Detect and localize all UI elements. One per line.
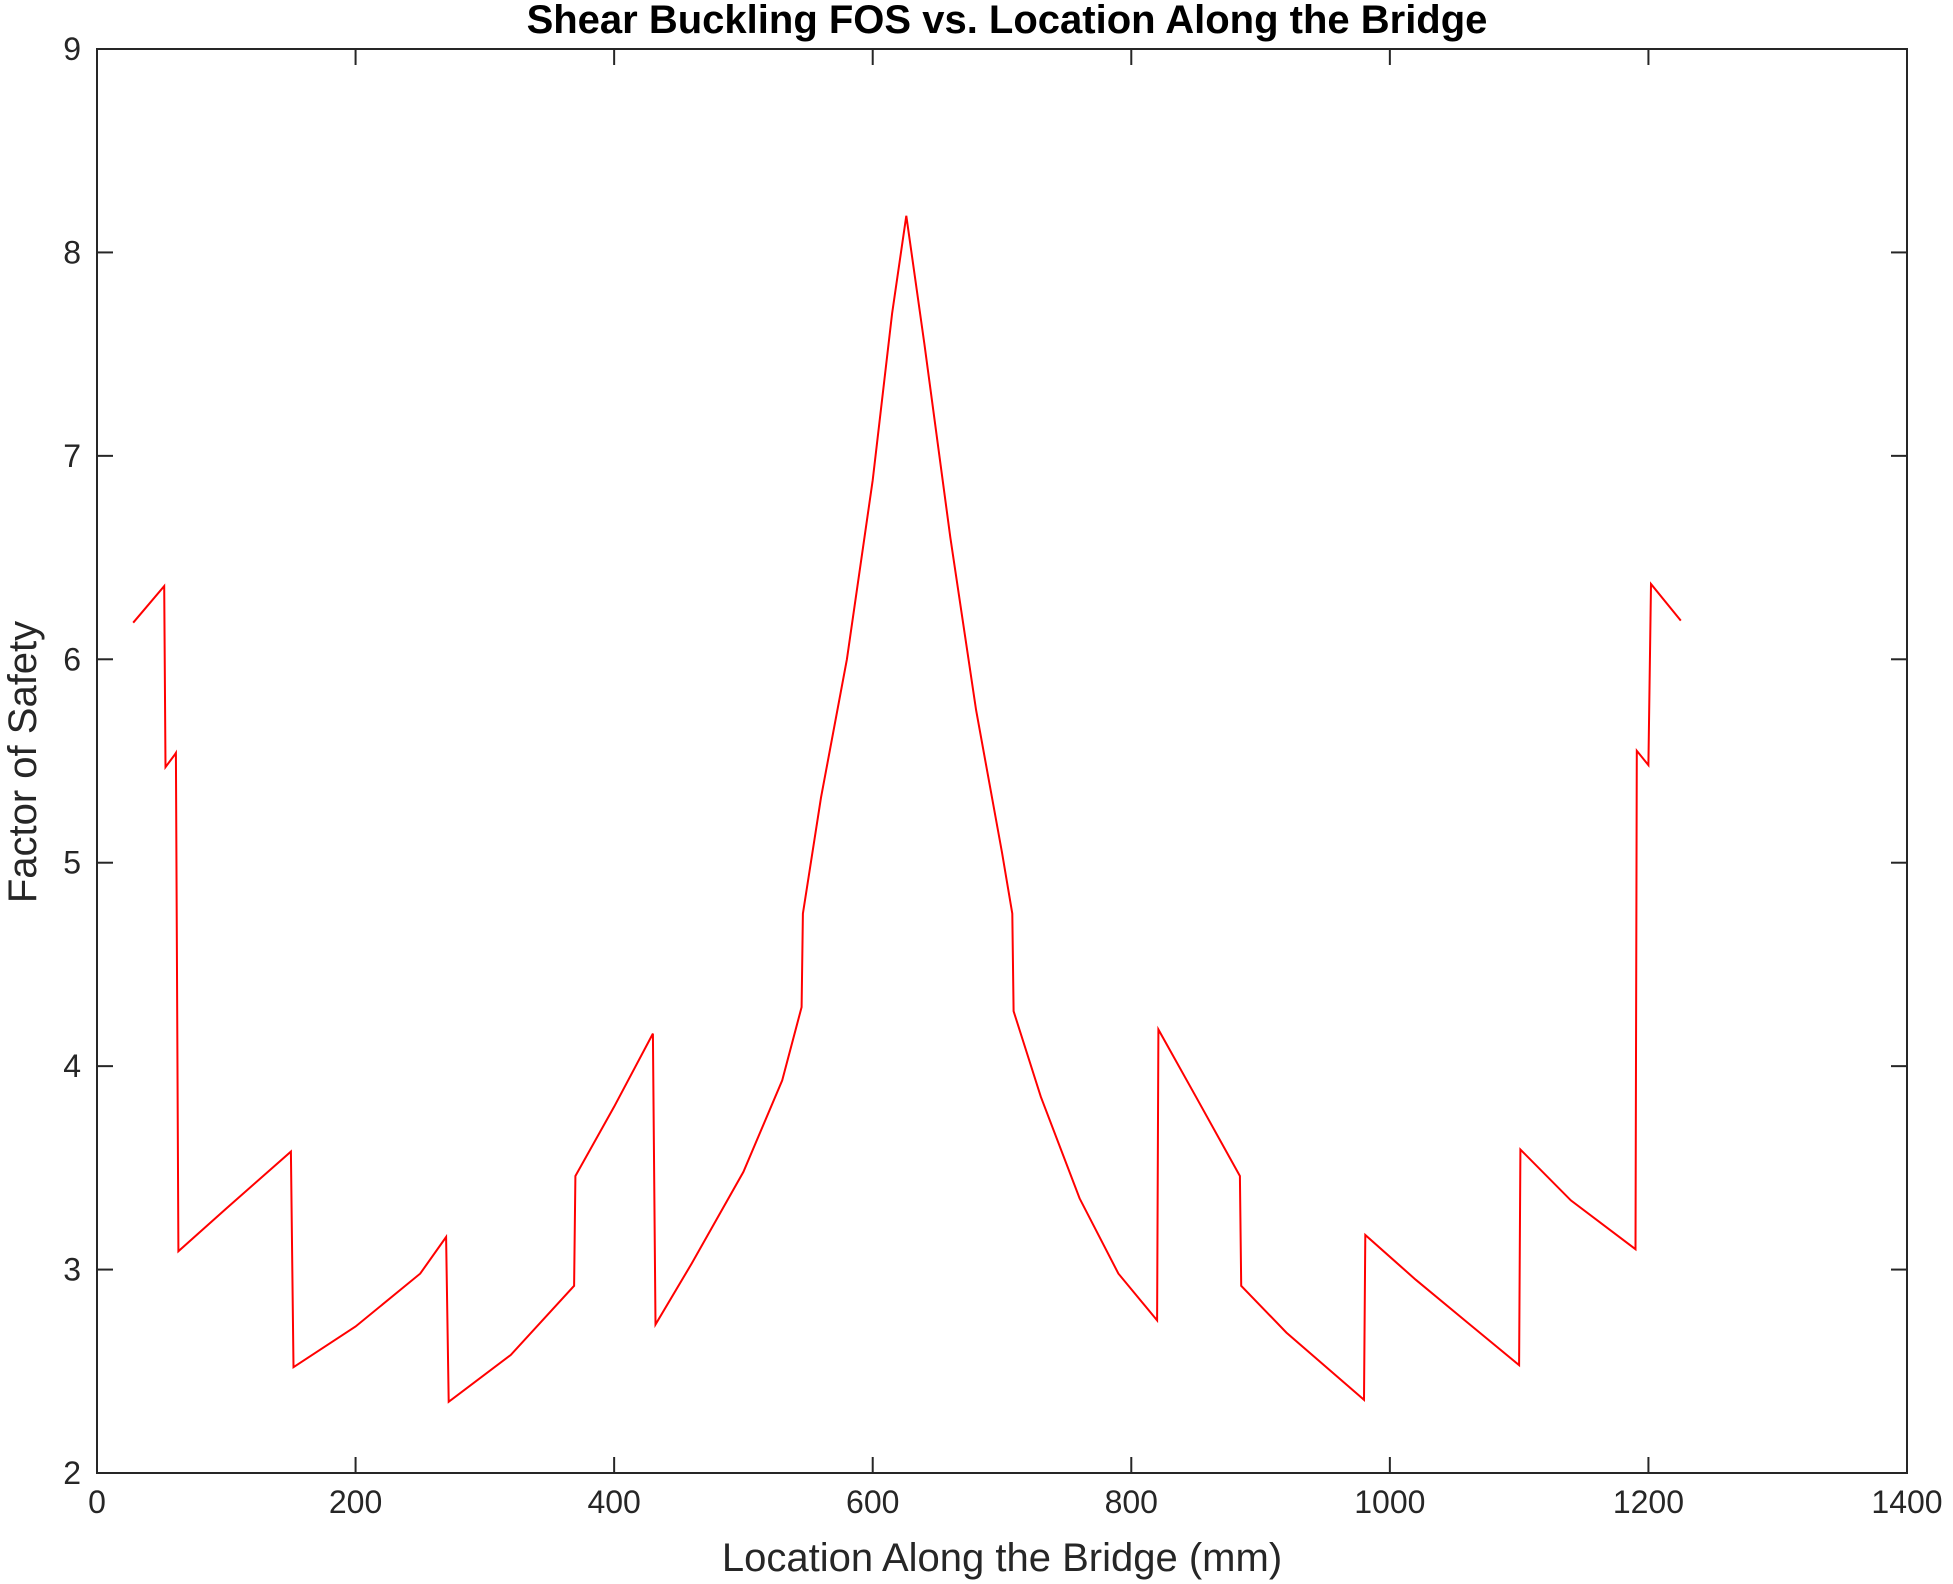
- y-tick-label: 2: [63, 1455, 81, 1491]
- x-tick-label: 1400: [1871, 1484, 1942, 1520]
- x-tick-label: 600: [846, 1484, 899, 1520]
- y-tick-label: 7: [63, 438, 81, 474]
- y-axis-label: Factor of Safety: [1, 621, 45, 903]
- y-tick-label: 6: [63, 641, 81, 677]
- x-tick-label: 0: [88, 1484, 106, 1520]
- x-axis-label: Location Along the Bridge (mm): [722, 1536, 1282, 1580]
- chart-title: Shear Buckling FOS vs. Location Along th…: [527, 0, 1488, 42]
- plot-area-box: [96, 48, 1908, 1474]
- x-tick-label: 200: [329, 1484, 382, 1520]
- x-tick-label: 800: [1105, 1484, 1158, 1520]
- y-tick-label: 4: [63, 1048, 81, 1084]
- y-tick-label: 3: [63, 1252, 81, 1288]
- x-tick-label: 1200: [1613, 1484, 1684, 1520]
- x-tick-label: 1000: [1354, 1484, 1425, 1520]
- y-tick-label: 5: [63, 845, 81, 881]
- axis-ticks: [96, 48, 1908, 1474]
- y-tick-label: 8: [63, 234, 81, 270]
- series-line: [132, 215, 1682, 1404]
- tick-labels: 0 200 400 600 800 1000 1200 1400 2 3 4 5 6 7 8 9: [63, 31, 1942, 1520]
- y-tick-label: 9: [63, 31, 81, 67]
- x-tick-label: 400: [587, 1484, 640, 1520]
